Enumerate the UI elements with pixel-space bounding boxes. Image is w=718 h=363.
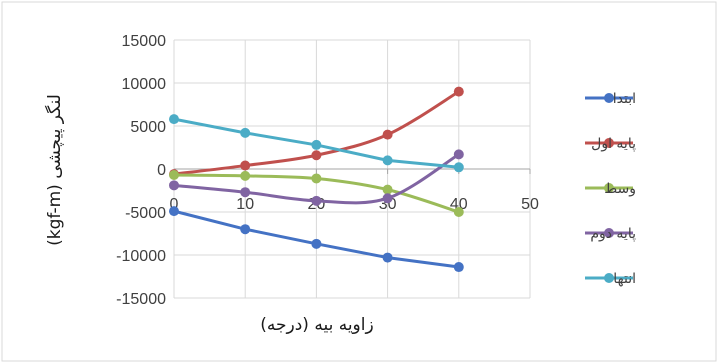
legend-label: انتها [613,271,636,287]
data-point [311,195,322,206]
x-tick-label: 50 [521,196,539,213]
series [169,86,464,273]
legend-item: انتها [585,271,636,287]
legend-item: پایه اول [585,136,636,152]
data-point [453,86,464,97]
data-point [240,160,251,171]
data-point [382,129,393,140]
data-point [311,173,322,184]
data-point [382,252,393,263]
x-tick-label: 40 [450,196,468,213]
legend-item: ابتدا [585,91,636,107]
y-tick-label: 0 [157,162,166,179]
data-point [169,206,179,217]
series-1 [169,206,464,273]
y-tick-label: -10000 [116,248,166,265]
legend-marker [604,228,614,238]
data-point [169,114,179,125]
series-2 [169,86,464,180]
legend-marker [604,93,614,103]
data-point [311,139,322,150]
data-point [311,238,322,249]
x-tick-label: 0 [170,196,179,213]
data-point [240,187,251,198]
data-point [311,150,322,161]
legend-item: پایه دوم [585,226,636,242]
legend-marker [604,183,614,193]
y-tick-label: -5000 [125,205,166,222]
data-point [382,184,393,195]
data-point [382,193,393,204]
x-axis-title: زاویه بیه (درجه) [260,315,373,335]
data-point [382,155,393,166]
legend-marker [604,138,614,148]
y-axis-title: لنگر پیچشی (kgf-m) [44,94,65,246]
y-tick-label: 5000 [130,119,166,136]
legend-label: وسط [604,181,636,197]
data-point [453,207,464,217]
x-tick-label: 10 [236,196,254,213]
data-point [240,127,251,138]
series-4 [169,149,464,206]
legend-marker [604,273,614,283]
data-point [169,170,179,181]
data-point [453,162,464,173]
data-point [169,180,179,191]
legend-item: وسط [585,181,636,197]
data-point [240,170,251,181]
series-3 [169,170,464,217]
y-tick-label: 10000 [122,76,167,93]
series-5 [169,114,464,173]
data-point [240,224,251,235]
data-point [453,149,464,160]
y-tick-label: 15000 [122,33,167,50]
legend-label: پایه اول [591,136,636,152]
y-tick-label: -15000 [116,291,166,308]
legend-label: ابتدا [613,91,636,107]
legend-label: پایه دوم [590,226,636,242]
data-point [453,262,464,273]
legend: ابتدا پایه اول وسط پایه دوم انتها [585,91,636,287]
